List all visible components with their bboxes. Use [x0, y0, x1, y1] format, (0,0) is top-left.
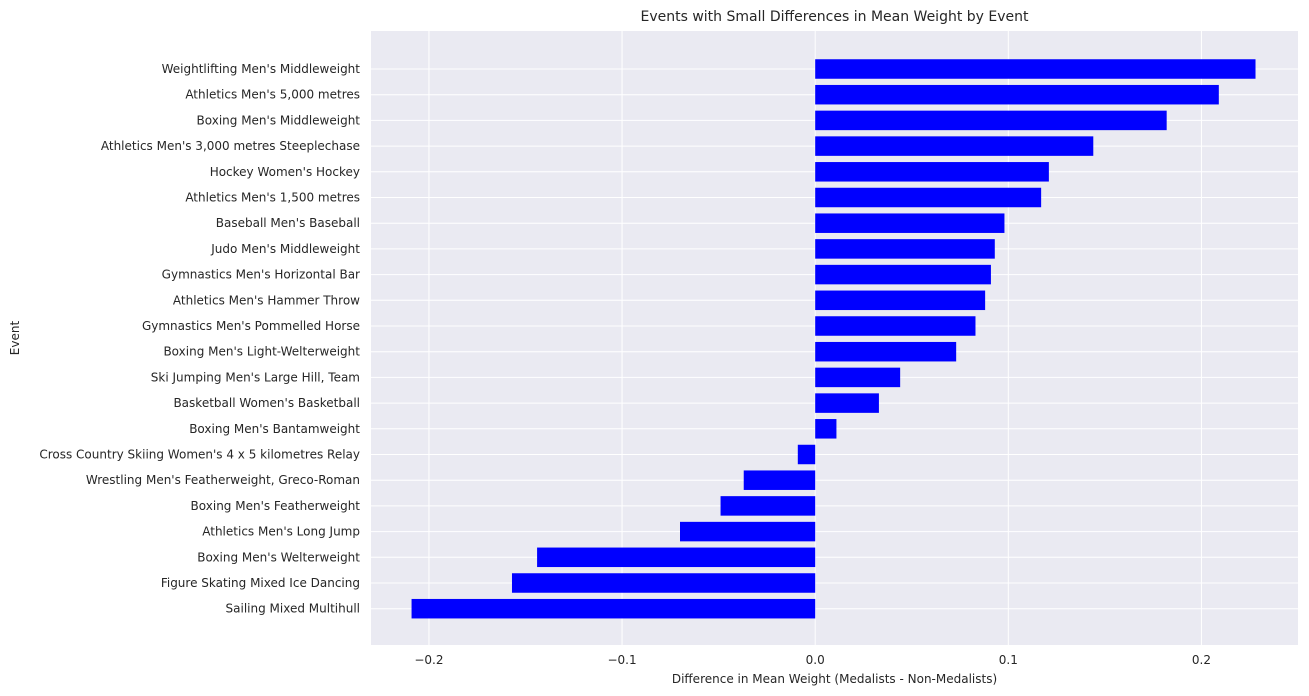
category-label: Boxing Men's Light-Welterweight	[163, 345, 360, 359]
category-label: Boxing Men's Welterweight	[197, 550, 360, 564]
chart-title: Events with Small Differences in Mean We…	[640, 9, 1029, 25]
bar	[815, 393, 879, 413]
bar	[720, 496, 816, 516]
x-axis-title: Difference in Mean Weight (Medalists - N…	[672, 672, 997, 686]
x-tick-label: 0.1	[999, 653, 1018, 667]
bar	[411, 598, 816, 619]
bar	[797, 444, 816, 465]
bar	[537, 547, 816, 568]
category-labels: Weightlifting Men's Middleweight Athletic…	[39, 62, 360, 616]
bar	[815, 316, 976, 336]
category-label: Athletics Men's Hammer Throw	[173, 293, 360, 307]
category-label: Cross Country Skiing Women's 4 x 5 kilom…	[39, 448, 360, 462]
bar	[815, 264, 991, 285]
bar	[815, 367, 901, 388]
bar	[815, 290, 986, 311]
x-tick-label: 0.0	[806, 653, 825, 667]
category-label: Athletics Men's Long Jump	[202, 525, 360, 539]
category-label: Boxing Men's Bantamweight	[189, 422, 360, 436]
category-label: Boxing Men's Featherweight	[191, 499, 361, 513]
category-label: Judo Men's Middleweight	[210, 242, 360, 256]
bar	[815, 162, 1049, 182]
bar	[815, 213, 1005, 233]
category-label: Hockey Women's Hockey	[210, 165, 360, 179]
x-tick-labels: −0.2 −0.1 0.0 0.1 0.2	[414, 653, 1211, 667]
category-label: Gymnastics Men's Pommelled Horse	[142, 319, 360, 333]
bar	[680, 521, 816, 542]
category-label: Basketball Women's Basketball	[173, 396, 360, 410]
plot-background	[371, 31, 1298, 645]
bar	[815, 59, 1256, 79]
category-label: Athletics Men's 5,000 metres	[185, 88, 360, 102]
category-label: Weightlifting Men's Middleweight	[162, 62, 361, 76]
bar	[815, 136, 1094, 156]
bar	[815, 110, 1167, 131]
category-label: Sailing Mixed Multihull	[226, 602, 360, 616]
bar	[815, 84, 1219, 105]
bar	[743, 470, 816, 490]
category-label: Baseball Men's Baseball	[216, 216, 360, 230]
category-label: Wrestling Men's Featherweight, Greco-Rom…	[86, 473, 360, 487]
category-label: Boxing Men's Middleweight	[197, 113, 361, 127]
x-tick-label: −0.1	[607, 653, 636, 667]
category-label: Athletics Men's 3,000 metres Steeplechas…	[101, 139, 360, 153]
bar	[815, 187, 1042, 208]
bar	[815, 419, 837, 439]
y-axis-title: Event	[8, 321, 22, 356]
category-label: Figure Skating Mixed Ice Dancing	[161, 576, 360, 590]
bar	[815, 341, 957, 362]
category-label: Ski Jumping Men's Large Hill, Team	[151, 370, 360, 384]
x-tick-label: −0.2	[414, 653, 443, 667]
bar	[815, 239, 995, 259]
category-label: Gymnastics Men's Horizontal Bar	[162, 268, 360, 282]
x-tick-label: 0.2	[1192, 653, 1211, 667]
bar	[511, 573, 816, 593]
bars	[411, 59, 1256, 619]
category-label: Athletics Men's 1,500 metres	[185, 191, 360, 205]
